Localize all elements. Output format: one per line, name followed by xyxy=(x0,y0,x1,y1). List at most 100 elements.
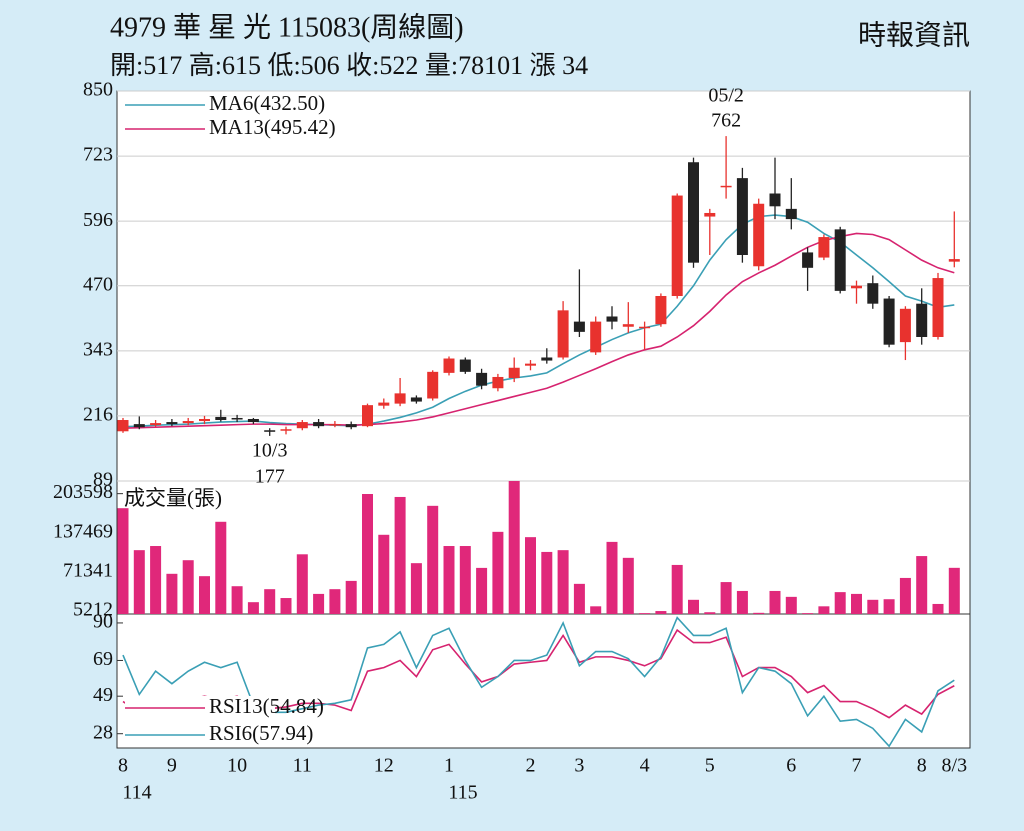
legend-label: RSI6(57.94) xyxy=(209,721,313,745)
candle-body xyxy=(883,298,895,345)
volume-bar xyxy=(655,611,667,614)
candle-body xyxy=(899,308,911,343)
candle-body xyxy=(313,422,325,427)
x-tick-label: 11 xyxy=(293,755,312,777)
volume-bar xyxy=(769,590,781,614)
candle-body xyxy=(492,376,504,389)
candle-body xyxy=(590,321,602,353)
candle-body xyxy=(362,405,373,427)
volume-bar xyxy=(313,593,325,614)
legend-label: MA6(432.50) xyxy=(209,91,325,115)
x-tick-label: 3 xyxy=(574,755,584,777)
volume-bar xyxy=(247,602,259,614)
candle-body xyxy=(525,363,536,366)
volume-bar xyxy=(296,554,308,614)
candle-body xyxy=(785,208,797,220)
volume-bar xyxy=(736,590,748,614)
candle-body xyxy=(459,359,471,372)
candle-body xyxy=(671,195,683,296)
candle-body xyxy=(427,371,439,399)
candle-body xyxy=(247,418,259,423)
volume-bar xyxy=(541,551,553,614)
candle-body xyxy=(948,259,960,262)
y-tick-label: 5212 xyxy=(73,599,113,621)
x-tick-label: 4 xyxy=(640,755,650,777)
y-tick-label: 28 xyxy=(93,721,113,743)
volume-bar xyxy=(720,582,732,614)
volume-bar xyxy=(557,550,569,614)
y-tick-label: 49 xyxy=(93,684,113,706)
volume-bar xyxy=(133,550,145,614)
volume-bar xyxy=(932,603,944,614)
candle-body xyxy=(622,324,634,327)
candle-body xyxy=(410,397,422,402)
volume-bar xyxy=(834,592,846,614)
candle-body xyxy=(117,420,129,432)
volume-bar xyxy=(459,546,471,614)
candle-body xyxy=(329,424,341,426)
volume-bar xyxy=(948,567,960,614)
volume-bar xyxy=(818,606,830,614)
candle-body xyxy=(753,203,765,267)
x-tick-label-year: 115 xyxy=(448,782,477,804)
x-tick-label: 7 xyxy=(852,755,862,777)
volume-bar xyxy=(394,496,406,614)
plot-area xyxy=(116,90,971,749)
volume-bar xyxy=(622,557,634,614)
y-tick-label: 723 xyxy=(83,144,113,166)
volume-bar xyxy=(492,531,504,614)
candle-body xyxy=(508,367,520,378)
volume-bar xyxy=(508,481,520,614)
x-tick-label: 2 xyxy=(526,755,536,777)
candle-body xyxy=(688,162,699,263)
candle-body xyxy=(182,421,194,424)
candle-body xyxy=(378,402,390,406)
volume-bar xyxy=(573,583,585,614)
y-tick-label: 216 xyxy=(83,404,113,426)
x-tick-label: 8 xyxy=(118,755,128,777)
candle-body xyxy=(296,422,308,429)
annotation-date: 05/2 xyxy=(708,85,744,107)
volume-bar xyxy=(410,563,422,614)
candle-body xyxy=(736,178,748,255)
volume-bar xyxy=(802,613,814,614)
candle-body xyxy=(199,418,210,422)
volume-bar xyxy=(476,567,488,614)
volume-bar xyxy=(443,546,455,614)
volume-bar xyxy=(785,596,797,614)
candle-body xyxy=(802,252,814,268)
candle-body xyxy=(818,237,830,258)
volume-bar xyxy=(362,494,373,614)
candle-body xyxy=(557,310,569,358)
candle-body xyxy=(166,422,178,425)
candle-body xyxy=(769,193,781,207)
volume-bar xyxy=(671,564,683,614)
candle-body xyxy=(541,357,553,361)
x-tick-label: 12 xyxy=(374,755,394,777)
y-tick-label: 90 xyxy=(93,611,113,633)
candle-body xyxy=(834,229,846,291)
volume-title: 成交量(張) xyxy=(124,486,222,510)
legend-label: RSI13(54.84) xyxy=(209,694,324,718)
y-tick-label: 69 xyxy=(93,648,113,670)
volume-bar xyxy=(525,537,536,614)
x-tick-label: 8/3 xyxy=(942,755,968,777)
volume-bar xyxy=(704,612,716,614)
candle-body xyxy=(655,295,667,325)
volume-bar xyxy=(867,599,879,614)
candle-body xyxy=(133,424,145,428)
volume-bar xyxy=(280,598,292,614)
volume-bar xyxy=(150,546,162,614)
volume-bar xyxy=(753,612,765,614)
source: 時報資訊 xyxy=(858,19,970,51)
volume-bar xyxy=(182,560,194,614)
volume-bar xyxy=(916,556,928,614)
x-tick-label: 10 xyxy=(227,755,247,777)
volume-bar xyxy=(639,613,651,614)
candle-body xyxy=(932,278,944,337)
volume-bar xyxy=(606,541,618,614)
volume-bar xyxy=(851,593,862,614)
legend-label: MA13(495.42) xyxy=(209,115,336,139)
candle-body xyxy=(573,321,585,332)
